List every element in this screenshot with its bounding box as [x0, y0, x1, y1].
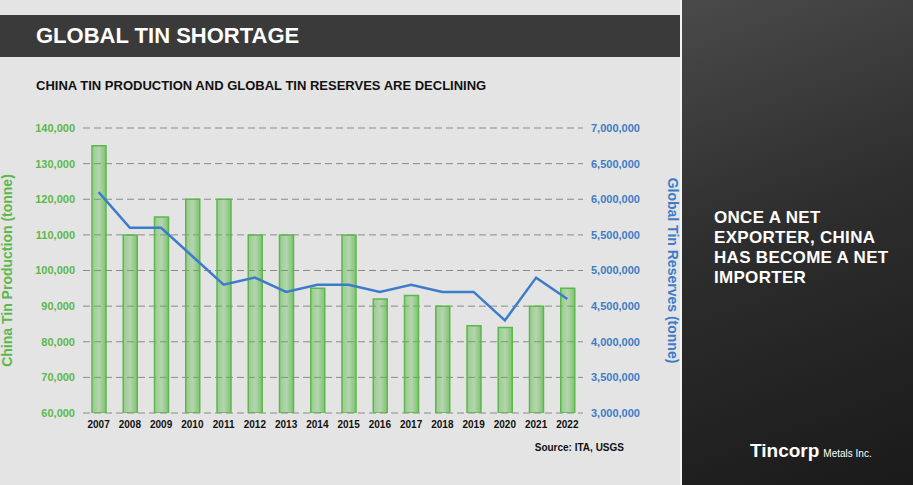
svg-text:2014: 2014	[306, 419, 329, 430]
svg-text:China Tin Production (tonne): China Tin Production (tonne)	[0, 174, 15, 367]
svg-text:2007: 2007	[88, 419, 111, 430]
svg-text:90,000: 90,000	[41, 300, 75, 312]
svg-text:130,000: 130,000	[35, 158, 75, 170]
html-text:CHINA TIN PRODUCTION AND GLOBA: CHINA TIN PRODUCTION AND GLOBAL TIN RESE…	[36, 78, 487, 93]
svg-text:120,000: 120,000	[35, 193, 75, 205]
svg-text:3,000,000: 3,000,000	[591, 407, 640, 419]
svg-text:2017: 2017	[400, 419, 423, 430]
svg-text:2022: 2022	[556, 419, 579, 430]
svg-text:4,000,000: 4,000,000	[591, 336, 640, 348]
svg-text:2021: 2021	[525, 419, 548, 430]
svg-text:140,000: 140,000	[35, 122, 75, 134]
svg-text:Global Tin Reserves (tonne): Global Tin Reserves (tonne)	[665, 178, 680, 364]
svg-text:2012: 2012	[244, 419, 267, 430]
svg-text:2015: 2015	[338, 419, 361, 430]
svg-text:2011: 2011	[213, 419, 235, 430]
svg-text:3,500,000: 3,500,000	[591, 371, 640, 383]
svg-text:2010: 2010	[181, 419, 204, 430]
html-text:ONCE A NET EXPORTER, CHINA HAS: ONCE A NET EXPORTER, CHINA HAS BECOME A …	[714, 208, 889, 287]
svg-text:5,000,000: 5,000,000	[591, 264, 640, 276]
svg-text:80,000: 80,000	[41, 336, 75, 348]
html-text:Source: ITA, USGS: Source: ITA, USGS	[534, 442, 624, 453]
svg-text:6,000,000: 6,000,000	[591, 193, 640, 205]
svg-text:100,000: 100,000	[35, 264, 75, 276]
svg-text:5,500,000: 5,500,000	[591, 229, 640, 241]
svg-text:110,000: 110,000	[36, 229, 75, 241]
svg-text:2019: 2019	[463, 419, 486, 430]
html-text:Tincorp Metals Inc.: Tincorp Metals Inc.	[750, 440, 872, 461]
svg-text:2008: 2008	[119, 419, 142, 430]
svg-text:2016: 2016	[369, 419, 392, 430]
svg-text:7,000,000: 7,000,000	[591, 122, 640, 134]
svg-text:6,500,000: 6,500,000	[591, 158, 640, 170]
svg-text:2009: 2009	[150, 419, 173, 430]
svg-text:4,500,000: 4,500,000	[591, 300, 640, 312]
svg-text:60,000: 60,000	[41, 407, 75, 419]
svg-text:2020: 2020	[494, 419, 517, 430]
html-text:GLOBAL TIN SHORTAGE: GLOBAL TIN SHORTAGE	[36, 23, 300, 48]
svg-text:2018: 2018	[431, 419, 454, 430]
svg-text:2013: 2013	[275, 419, 298, 430]
svg-text:70,000: 70,000	[41, 371, 75, 383]
